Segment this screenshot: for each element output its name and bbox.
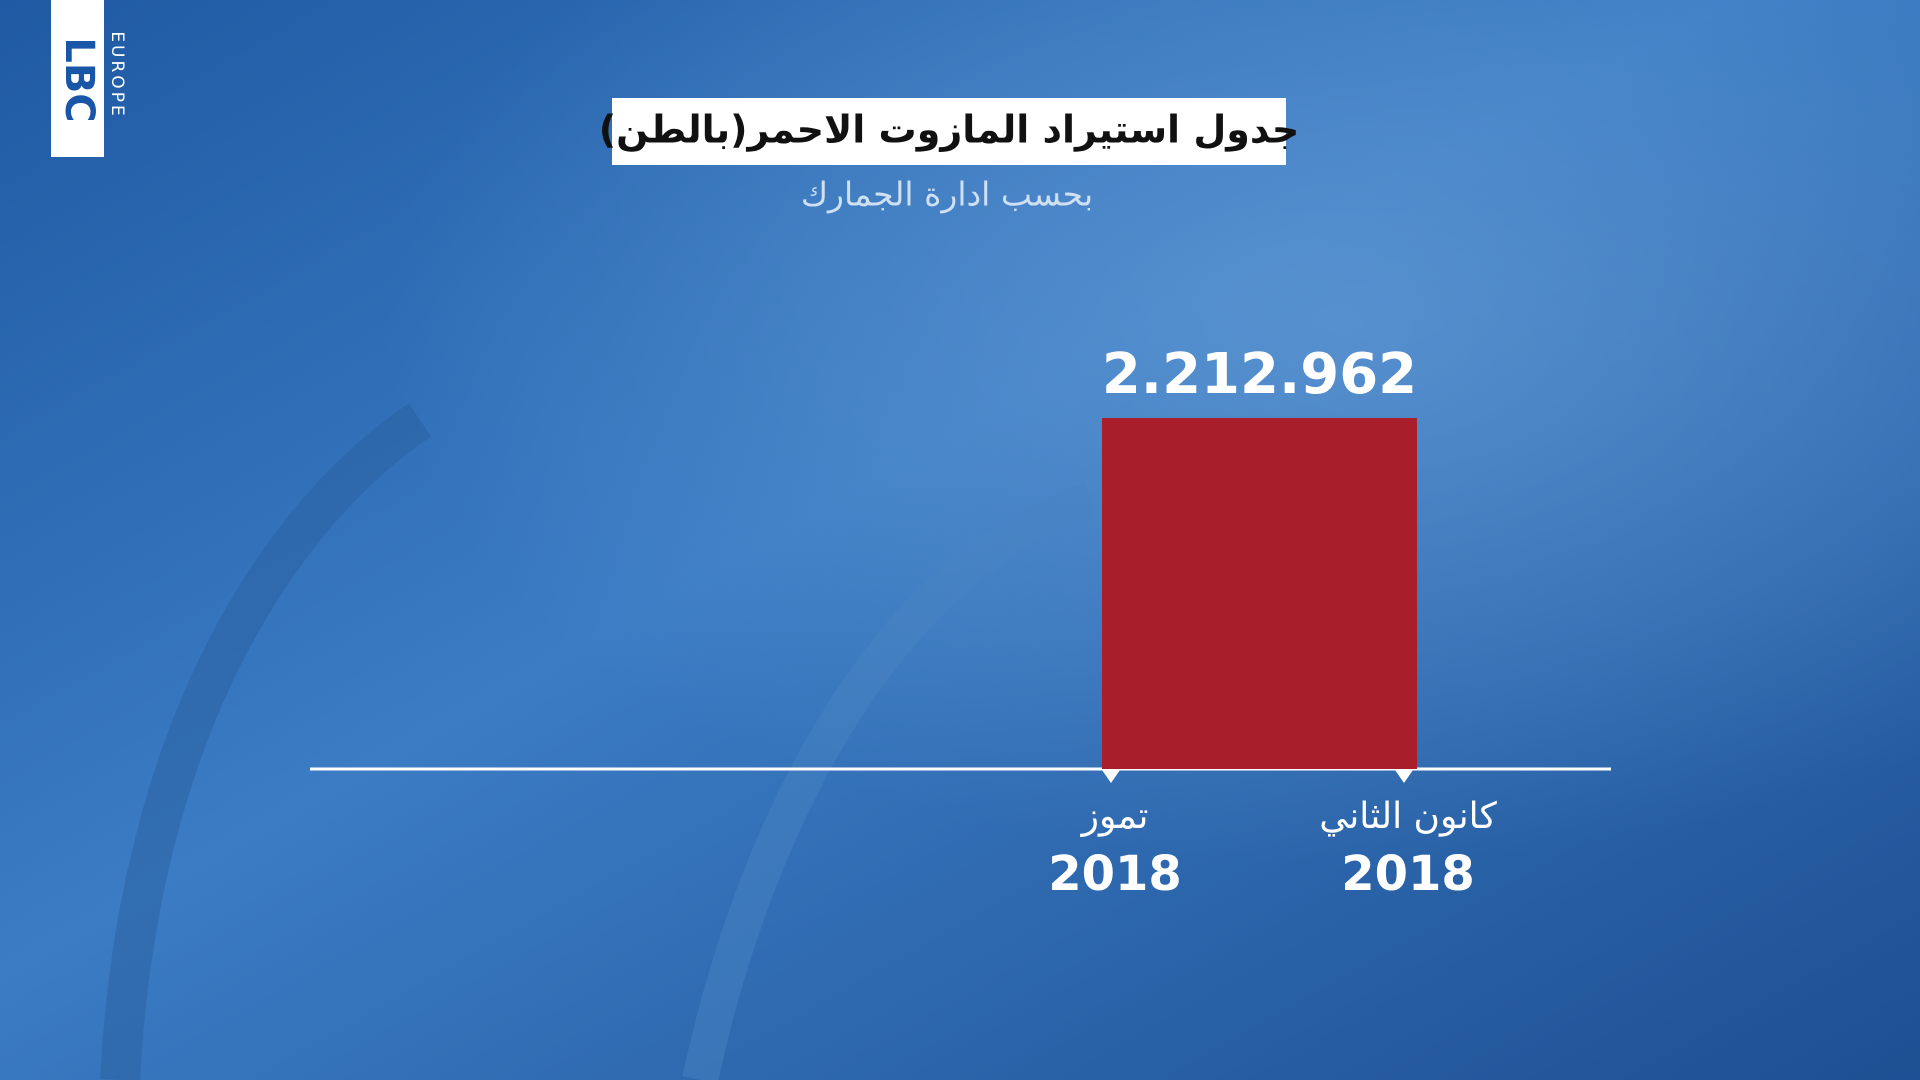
x-tick [1102, 770, 1120, 783]
logo-name: LBC [56, 37, 102, 122]
background-hose [682, 482, 1096, 1080]
chart-subtitle: بحسب ادارة الجمارك [801, 175, 1093, 214]
background-hose [100, 403, 432, 1080]
chart-title: جدول استيراد المازوت الاحمر(بالطن) [599, 108, 1300, 153]
bar [1102, 418, 1417, 769]
x-tick-label: 2018 [1341, 846, 1475, 902]
value-label: 2.212.962 [1102, 342, 1417, 407]
title-box [612, 98, 1286, 165]
x-tick-label: تموز [1080, 796, 1149, 837]
logo: LBC EUROPE [51, 0, 127, 157]
x-tick-label: كانون الثاني [1319, 796, 1497, 837]
x-tick-label: 2018 [1048, 846, 1182, 902]
logo-region: EUROPE [107, 31, 127, 118]
x-tick [1395, 770, 1413, 783]
logo-box [51, 0, 104, 157]
